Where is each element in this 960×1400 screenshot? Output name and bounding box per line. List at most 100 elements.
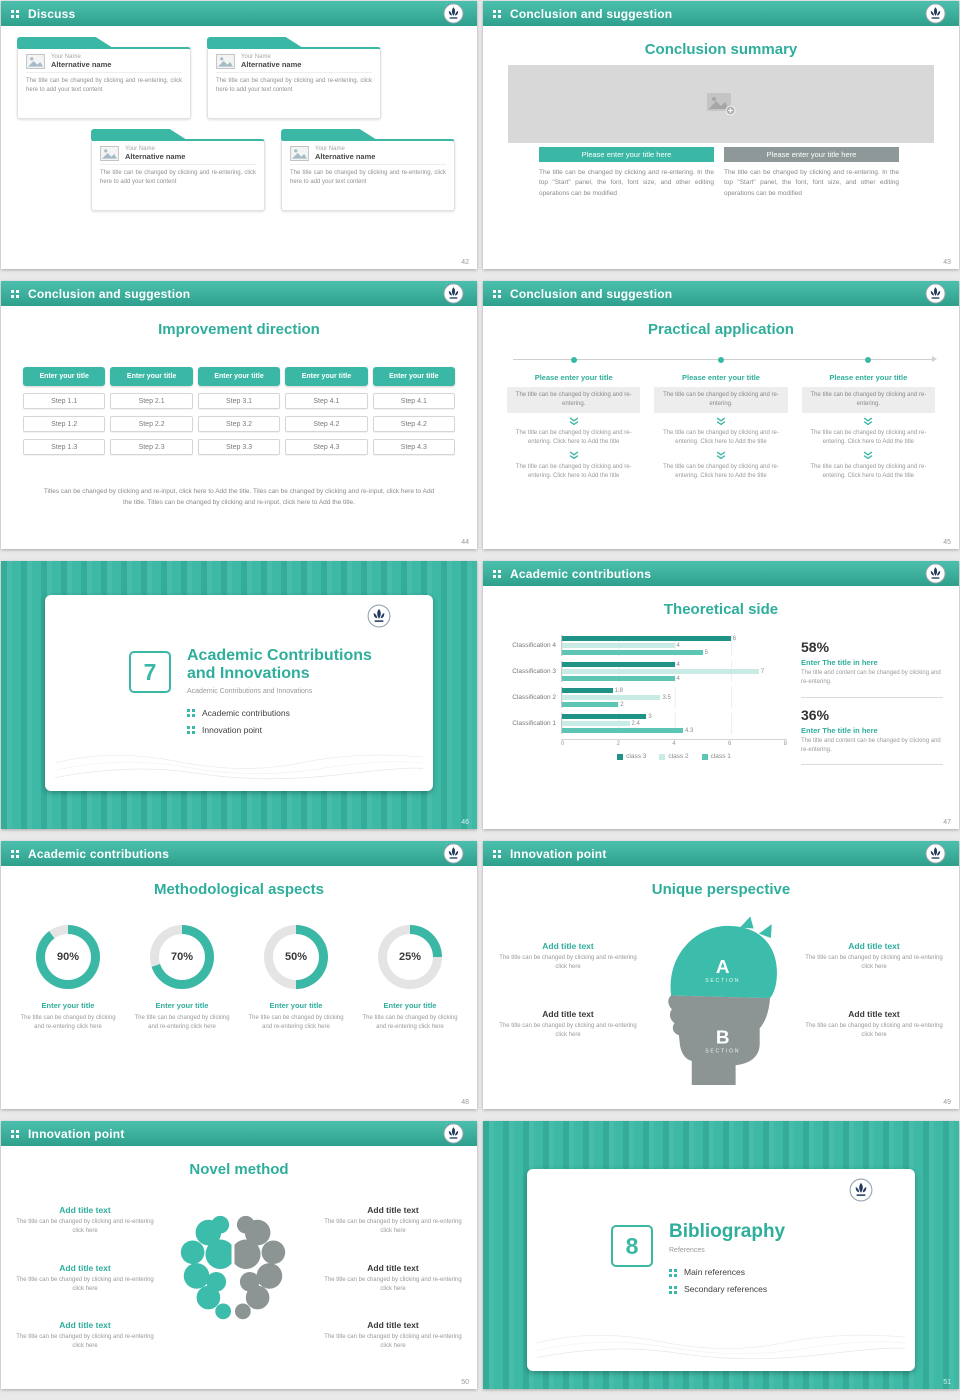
block-title[interactable]: Add title text [59, 1320, 111, 1330]
bar [562, 676, 675, 681]
slide-45-practical-application[interactable]: Conclusion and suggestion Practical appl… [483, 281, 959, 549]
bar [562, 636, 731, 641]
text-block: Add title text The title can be changed … [323, 1263, 463, 1295]
title-button-secondary[interactable]: Please enter your title here [724, 147, 899, 162]
bar-chart-category-label: Classification 1 [512, 720, 556, 727]
block-title[interactable]: Add title text [59, 1205, 111, 1215]
column-title-button[interactable]: Enter your title [110, 367, 193, 386]
bar [562, 721, 630, 726]
slide-44-improvement-direction[interactable]: Conclusion and suggestion Improvement di… [1, 281, 477, 549]
slide-header-bar: Discuss [1, 1, 477, 26]
slide-47-theoretical-side[interactable]: Academic contributions Theoretical side … [483, 561, 959, 829]
column-title[interactable]: Please enter your title [534, 373, 613, 382]
slide-header-bar: Conclusion and suggestion [483, 1, 959, 26]
section-bullet-item[interactable]: Academic contributions [187, 708, 432, 718]
donut-title[interactable]: Enter your title [383, 1001, 437, 1010]
bar-value-label: 4 [676, 642, 680, 649]
block-title[interactable]: Add title text [542, 1009, 594, 1019]
step-item: Step 4.2 [285, 416, 368, 432]
text-block: Add title text The title can be changed … [805, 941, 943, 973]
page-number: 43 [943, 259, 951, 266]
bar-chart-category-label: Classification 3 [512, 668, 556, 675]
bullet-label: Main references [684, 1267, 745, 1277]
photo-placeholder-icon [216, 54, 235, 69]
stat-title[interactable]: Enter The title in here [801, 725, 878, 735]
slide-header-title: Conclusion and suggestion [28, 286, 191, 301]
slide-46-section-academic-contributions[interactable]: 7 Academic Contributions and Innovations… [1, 561, 477, 829]
section-bullet-item[interactable]: Innovation point [187, 725, 432, 735]
slide-content-title: Novel method [189, 1161, 289, 1178]
block-title[interactable]: Add title text [367, 1263, 419, 1273]
column-text: The title can be changed by clicking and… [515, 464, 632, 479]
column-title-button[interactable]: Enter your title [197, 367, 281, 386]
slide-49-unique-perspective[interactable]: Innovation point Unique perspective A SE… [483, 841, 959, 1109]
step-item: Step 1.1 [23, 393, 106, 409]
block-title[interactable]: Add title text [367, 1205, 419, 1215]
card-your-name: Your Name [51, 54, 81, 60]
university-logo-icon [925, 843, 946, 864]
slide-42-discuss[interactable]: Discuss Your Name Alternative name The t… [1, 1, 477, 269]
name-card[interactable]: Your Name Alternative name The title can… [281, 129, 455, 211]
block-title[interactable]: Add title text [367, 1320, 419, 1330]
donut-description: The title can be changed by clicking and… [362, 1015, 458, 1031]
column-text: The title can be changed by clicking and… [663, 464, 779, 479]
chevron-down-icon [864, 417, 873, 426]
folder-tab [207, 37, 303, 48]
slide-header-bar: Innovation point [483, 841, 959, 866]
name-card[interactable]: Your Name Alternative name The title can… [17, 37, 191, 119]
chevron-down-icon [864, 451, 873, 460]
page-number: 47 [943, 819, 951, 826]
block-title[interactable]: Add title text [848, 941, 900, 951]
column-title-button[interactable]: Enter your title [372, 367, 456, 386]
bullet-dots-icon [187, 725, 196, 734]
name-card[interactable]: Your Name Alternative name The title can… [207, 37, 381, 119]
slide-50-novel-method[interactable]: Innovation point Novel method Add title … [1, 1121, 477, 1389]
title-button-primary[interactable]: Please enter your title here [539, 147, 714, 162]
folder-tab [91, 129, 187, 140]
header-dots-icon [493, 569, 502, 578]
donut-title[interactable]: Enter your title [155, 1001, 209, 1010]
block-title[interactable]: Add title text [59, 1263, 111, 1273]
page-number: 46 [461, 819, 469, 826]
column-title-button[interactable]: Enter your title [285, 367, 368, 386]
section-bullet-item[interactable]: Main references [669, 1267, 914, 1277]
section-card: 7 Academic Contributions and Innovations… [45, 595, 433, 791]
column-title[interactable]: Please enter your title [829, 373, 908, 382]
column-title-button[interactable]: Enter your title [23, 367, 106, 386]
donut-title[interactable]: Enter your title [41, 1001, 95, 1010]
bar-value-label: 7 [760, 668, 765, 675]
slide-header-bar: Academic contributions [1, 841, 477, 866]
column-title[interactable]: Please enter your title [682, 373, 760, 382]
bar-value-label: 4.3 [684, 727, 694, 734]
block-title[interactable]: Add title text [542, 941, 594, 951]
stat-title[interactable]: Enter The title in here [801, 658, 878, 667]
step-item: Step 3.1 [197, 393, 281, 409]
donut-description: The title can be changed by clicking and… [20, 1015, 116, 1031]
stats-panel: 58% Enter The title in here The title an… [801, 639, 943, 774]
block-title[interactable]: Add title text [848, 1009, 900, 1019]
bullet-label: Innovation point [202, 724, 263, 735]
step-item: Step 4.3 [372, 439, 456, 455]
stat-block: 36% Enter The title in here The title an… [801, 707, 943, 756]
slide-43-conclusion-summary[interactable]: Conclusion and suggestion Conclusion sum… [483, 1, 959, 269]
image-placeholder[interactable] [508, 65, 934, 143]
column-highlight-box: The title can be changed by clicking and… [507, 387, 641, 413]
step-item: Step 3.3 [197, 439, 281, 455]
application-column: Please enter your title The title can be… [654, 373, 788, 481]
step-columns: Enter your title Step 1.1 Step 1.2 Step … [23, 367, 456, 455]
slide-51-bibliography[interactable]: 8 Bibliography References Main reference… [483, 1121, 959, 1389]
chevron-down-icon [716, 451, 726, 460]
slide-48-methodological-aspects[interactable]: Academic contributions Methodological as… [1, 841, 477, 1109]
decorative-wave [537, 1334, 905, 1360]
stat-description: The title and content can be changed by … [801, 737, 941, 753]
donut-title[interactable]: Enter your title [269, 1001, 323, 1010]
section-bullet-item[interactable]: Secondary references [669, 1284, 914, 1294]
name-card[interactable]: Your Name Alternative name The title can… [91, 129, 265, 211]
section-text-block: Bibliography References Main references … [669, 1221, 914, 1301]
slide-content-title: Methodological aspects [153, 881, 325, 898]
bullet-dots-icon [669, 1285, 678, 1294]
university-logo-icon [367, 604, 391, 628]
university-logo-icon [925, 283, 946, 304]
legend-swatch [617, 753, 624, 760]
timeline-dot [865, 356, 871, 363]
